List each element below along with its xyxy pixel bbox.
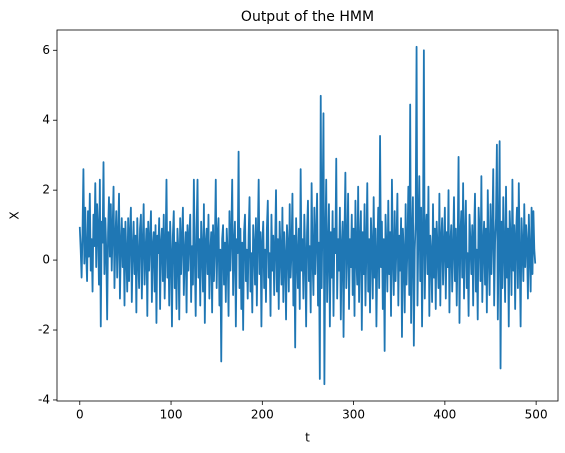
x-tick-label: 400 [433,408,456,422]
y-tick-label: -2 [38,323,50,337]
y-tick-label: 2 [42,183,50,197]
x-tick-label: 0 [76,408,84,422]
y-tick-label: 0 [42,253,50,267]
x-tick-label: 500 [525,408,548,422]
x-tick-label: 100 [160,408,183,422]
y-tick-label: -4 [38,392,50,406]
y-tick-label: 6 [42,43,50,57]
data-line [78,45,537,386]
y-tick-label: 4 [42,113,50,127]
x-tick-label: 300 [342,408,365,422]
x-tick-label: 200 [251,408,274,422]
chart-title: Output of the HMM [241,9,374,25]
y-axis-label: X [8,211,22,219]
x-axis-label: t [305,431,310,445]
axes-frame [56,29,559,402]
